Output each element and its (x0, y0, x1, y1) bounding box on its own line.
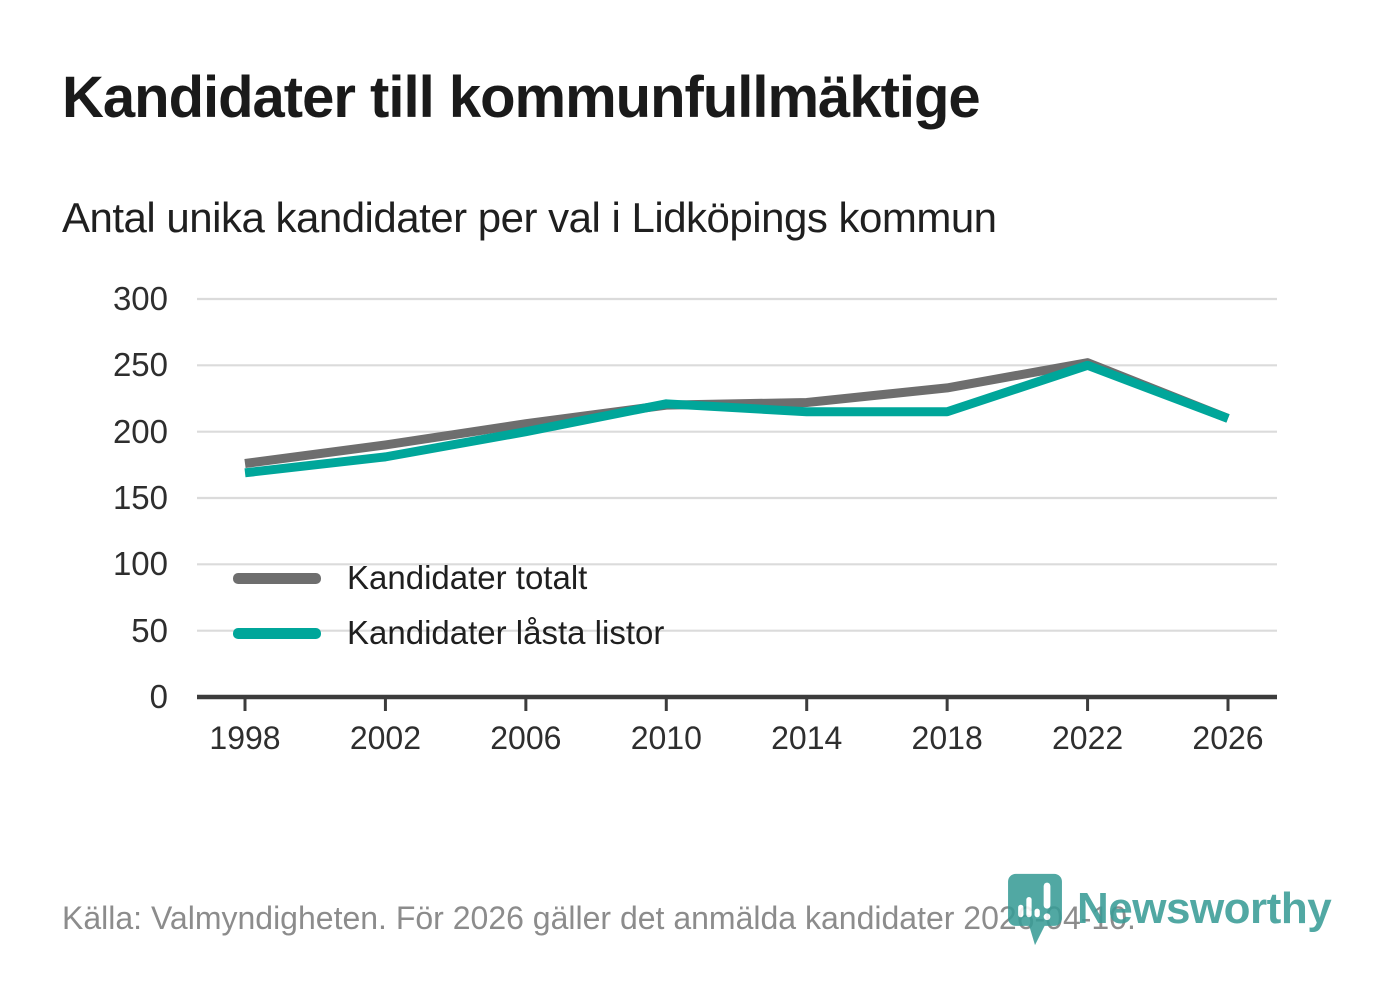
y-tick-label: 150 (112, 479, 168, 516)
newsworthy-wordmark: Newsworthy (1077, 884, 1332, 933)
newsworthy-pin-barchart-icon (1008, 873, 1062, 946)
page-title: Kandidater till kommunfullmäktige (62, 65, 981, 130)
chart-legend: Kandidater totalt Kandidater låsta listor (233, 556, 664, 655)
logo-bubble-shape (1008, 873, 1062, 946)
data-line (244, 358, 1230, 468)
y-tick-label: 50 (131, 611, 168, 649)
legend-item: Kandidater totalt (233, 556, 664, 600)
legend-swatch (233, 572, 321, 584)
x-tick-label: 2026 (1192, 720, 1264, 756)
x-tick-label: 2010 (630, 720, 702, 756)
y-tick-label: 300 (112, 280, 168, 317)
chart-subtitle: Antal unika kandidater per val i Lidköpi… (62, 194, 997, 241)
y-tick-label: 100 (112, 545, 168, 583)
x-tick-label: 2014 (771, 720, 843, 756)
y-tick-label: 200 (112, 412, 168, 450)
legend-label: Kandidater låsta listor (347, 614, 665, 651)
y-tick-label: 0 (149, 678, 168, 715)
legend-label: Kandidater totalt (347, 559, 588, 596)
x-tick-label: 2006 (490, 720, 562, 756)
x-tick-label: 2022 (1051, 720, 1124, 756)
source-note: Källa: Valmyndigheten. För 2026 gäller d… (62, 900, 1136, 936)
x-tick-label: 2018 (911, 720, 983, 756)
x-tick-label: 1998 (209, 720, 281, 756)
legend-item: Kandidater låsta listor (233, 611, 664, 655)
legend-swatch (233, 627, 321, 639)
data-line (244, 360, 1230, 478)
newsworthy-logo: Newsworthy (1006, 872, 1332, 949)
y-tick-label: 250 (112, 346, 168, 384)
x-tick-label: 2002 (349, 720, 422, 756)
